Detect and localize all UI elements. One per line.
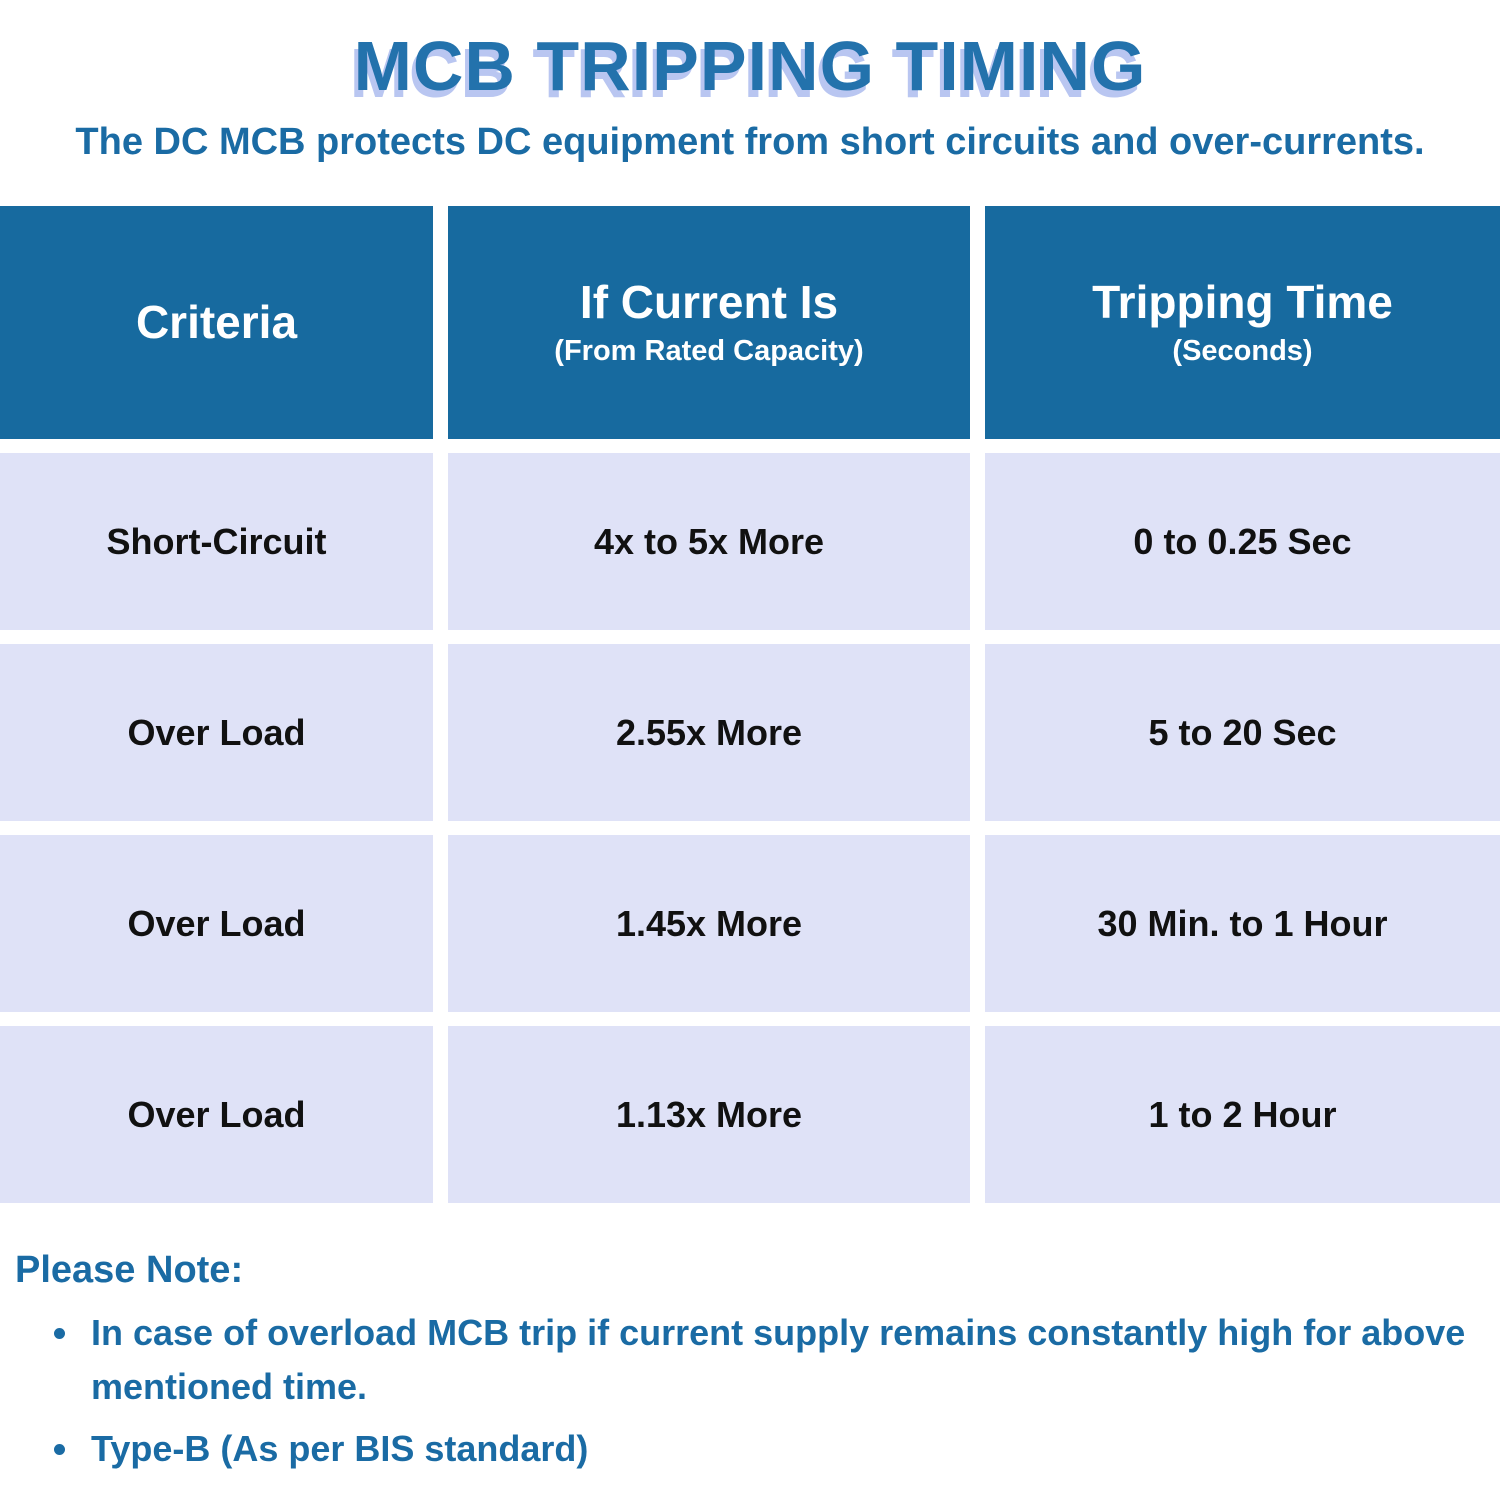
table-cell: Over Load xyxy=(0,1026,433,1203)
page-subtitle: The DC MCB protects DC equipment from sh… xyxy=(75,121,1425,163)
table-cell: Over Load xyxy=(0,835,433,1012)
note-heading: Please Note: xyxy=(15,1249,244,1291)
table-cell: 4x to 5x More xyxy=(448,453,970,630)
note-item: Type-B (As per BIS standard) xyxy=(83,1422,1480,1476)
header-sublabel: (From Rated Capacity) xyxy=(554,335,864,368)
table-cell: 30 Min. to 1 Hour xyxy=(985,835,1500,1012)
table-cell: Over Load xyxy=(0,644,433,821)
note-list: In case of overload MCB trip if current … xyxy=(15,1306,1480,1476)
table-cell: Short-Circuit xyxy=(0,453,433,630)
page-title: MCB TRIPPING TIMING xyxy=(353,27,1147,105)
header-sublabel: (Seconds) xyxy=(1172,335,1313,368)
header-label: If Current Is xyxy=(579,276,839,329)
header-label: Criteria xyxy=(135,296,298,349)
header-cell-criteria: Criteria xyxy=(0,206,433,439)
header-cell-time: Tripping Time (Seconds) xyxy=(985,206,1500,439)
header-label: Tripping Time xyxy=(1092,276,1393,329)
table-cell: 1.45x More xyxy=(448,835,970,1012)
table-cell: 1.13x More xyxy=(448,1026,970,1203)
table-cell: 2.55x More xyxy=(448,644,970,821)
header-cell-current: If Current Is (From Rated Capacity) xyxy=(448,206,970,439)
table-cell: 5 to 20 Sec xyxy=(985,644,1500,821)
table-cell: 1 to 2 Hour xyxy=(985,1026,1500,1203)
note-item: In case of overload MCB trip if current … xyxy=(83,1306,1480,1414)
tripping-timing-table: Criteria If Current Is (From Rated Capac… xyxy=(0,206,1500,1203)
note-section: Please Note: In case of overload MCB tri… xyxy=(0,1249,1500,1476)
table-cell: 0 to 0.25 Sec xyxy=(985,453,1500,630)
